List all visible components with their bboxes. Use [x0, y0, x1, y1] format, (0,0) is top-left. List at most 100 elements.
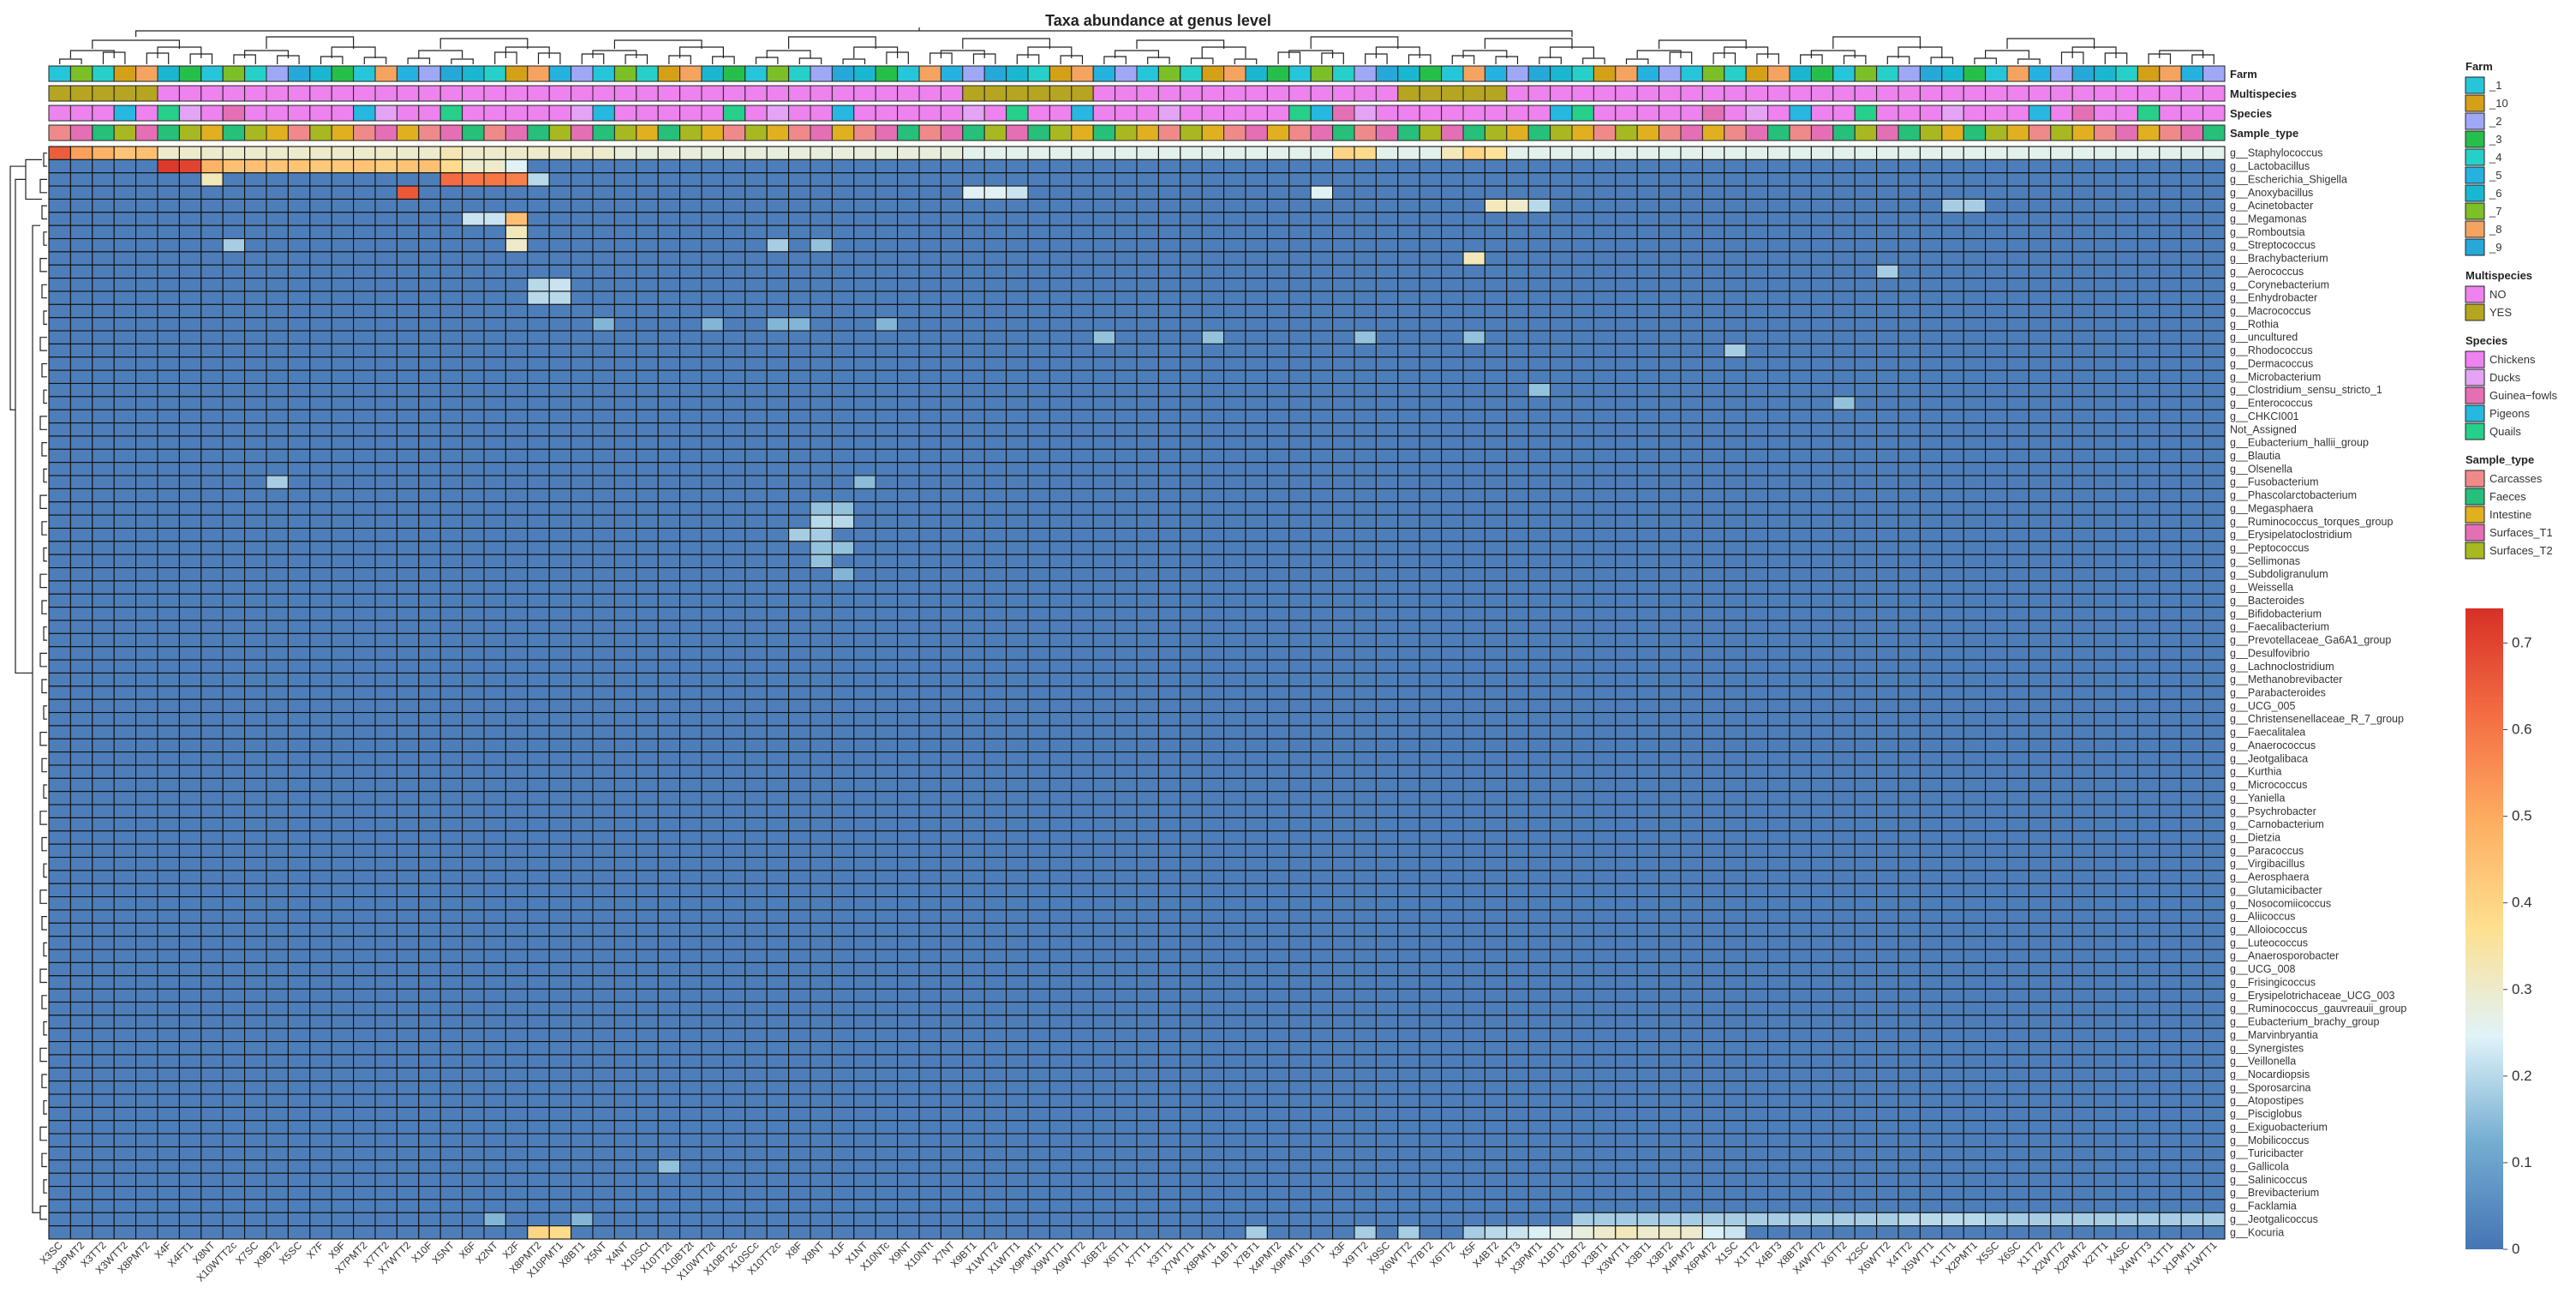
- heatmap-cell: [1659, 330, 1682, 344]
- heatmap-cell: [679, 409, 702, 424]
- annotation-cell: [331, 105, 355, 122]
- annotation-cell: [1462, 85, 1485, 102]
- heatmap-cell: [983, 317, 1007, 332]
- heatmap-cell: [374, 264, 397, 279]
- heatmap-cell: [2094, 290, 2117, 305]
- heatmap-cell: [331, 224, 355, 240]
- heatmap-cell: [439, 343, 463, 358]
- annotation-cell: [2202, 105, 2226, 122]
- heatmap-cell: [1767, 475, 1790, 489]
- heatmap-cell: [1745, 330, 1769, 344]
- heatmap-cell: [636, 396, 659, 410]
- heatmap-cell: [1180, 185, 1203, 200]
- heatmap-cell: [1245, 146, 1268, 160]
- heatmap-cell: [92, 554, 115, 569]
- heatmap-cell: [1071, 711, 1094, 727]
- heatmap-cell: [1550, 514, 1573, 530]
- heatmap-cell: [2071, 475, 2095, 489]
- heatmap-cell: [48, 593, 71, 608]
- heatmap-cell: [1724, 185, 1747, 200]
- heatmap-cell: [1136, 659, 1159, 674]
- annotation-cell: [1550, 85, 1573, 102]
- heatmap-cell: [1157, 185, 1181, 200]
- heatmap-cell: [853, 541, 876, 555]
- heatmap-cell: [331, 646, 355, 661]
- heatmap-cell: [571, 711, 594, 727]
- annotation-cell: [396, 124, 420, 141]
- heatmap-cell: [244, 237, 267, 253]
- heatmap-cell: [2115, 330, 2138, 344]
- heatmap-cell: [527, 448, 550, 464]
- heatmap-cell: [113, 698, 137, 714]
- heatmap-cell: [1071, 264, 1094, 279]
- heatmap-cell: [679, 422, 702, 437]
- heatmap-cell: [462, 448, 485, 464]
- annotation-cell: [1701, 105, 1725, 122]
- heatmap-cell: [1963, 396, 1987, 410]
- heatmap-cell: [940, 711, 964, 727]
- heatmap-cell: [1157, 264, 1181, 279]
- heatmap-cell: [1201, 369, 1225, 385]
- heatmap-cell: [1701, 725, 1725, 739]
- heatmap-cell: [1027, 278, 1050, 292]
- heatmap-cell: [1593, 198, 1617, 213]
- heatmap-cell: [1354, 330, 1377, 344]
- heatmap-cell: [1745, 711, 1769, 727]
- heatmap-cell: [983, 698, 1007, 714]
- heatmap-cell: [505, 672, 529, 687]
- heatmap-cell: [1310, 198, 1334, 213]
- heatmap-cell: [2180, 527, 2204, 542]
- heatmap-cell: [1571, 620, 1594, 634]
- heatmap-cell: [1550, 527, 1573, 542]
- heatmap-cell: [1593, 475, 1617, 489]
- heatmap-cell: [1767, 198, 1790, 213]
- heatmap-cell: [439, 725, 463, 739]
- heatmap-cell: [918, 488, 941, 503]
- heatmap-cell: [1527, 146, 1551, 160]
- heatmap-cell: [831, 212, 855, 226]
- heatmap-cell: [527, 698, 550, 714]
- heatmap-cell: [1789, 330, 1812, 344]
- heatmap-cell: [983, 369, 1007, 385]
- heatmap-cell: [157, 146, 180, 160]
- annotation-cell: [113, 124, 137, 141]
- heatmap-cell: [1006, 198, 1029, 213]
- heatmap-cell: [483, 567, 506, 582]
- heatmap-cell: [744, 172, 768, 187]
- heatmap-cell: [222, 567, 246, 582]
- heatmap-cell: [1092, 698, 1116, 714]
- heatmap-cell: [505, 251, 529, 266]
- heatmap-cell: [1941, 698, 1964, 714]
- heatmap-cell: [1724, 501, 1747, 516]
- annotation-cell: [418, 124, 441, 141]
- heatmap-cell: [1006, 738, 1029, 753]
- heatmap-cell: [353, 554, 376, 569]
- heatmap-cell: [1223, 659, 1246, 674]
- heatmap-cell: [1941, 646, 1964, 661]
- heatmap-cell: [766, 264, 790, 279]
- heatmap-cell: [2028, 409, 2052, 424]
- heatmap-cell: [613, 475, 637, 489]
- heatmap-cell: [1963, 501, 1987, 516]
- annotation-cell: [1049, 105, 1073, 122]
- heatmap-cell: [1092, 422, 1116, 437]
- heatmap-cell: [418, 593, 441, 608]
- heatmap-cell: [69, 198, 93, 213]
- heatmap-cell: [1701, 159, 1725, 174]
- heatmap-cell: [527, 501, 550, 516]
- heatmap-cell: [1375, 593, 1399, 608]
- heatmap-cell: [287, 554, 311, 569]
- heatmap-cell: [1310, 159, 1334, 174]
- heatmap-cell: [1049, 369, 1073, 385]
- heatmap-cell: [1701, 278, 1725, 292]
- heatmap-cell: [1354, 738, 1377, 753]
- heatmap-cell: [1049, 514, 1073, 530]
- heatmap-cell: [113, 435, 137, 450]
- heatmap-cell: [505, 738, 529, 753]
- heatmap-cell: [571, 146, 594, 160]
- heatmap-cell: [1115, 554, 1138, 569]
- heatmap-cell: [1136, 172, 1159, 187]
- heatmap-cell: [1157, 382, 1181, 398]
- heatmap-cell: [1963, 646, 1987, 661]
- heatmap-cell: [701, 607, 724, 621]
